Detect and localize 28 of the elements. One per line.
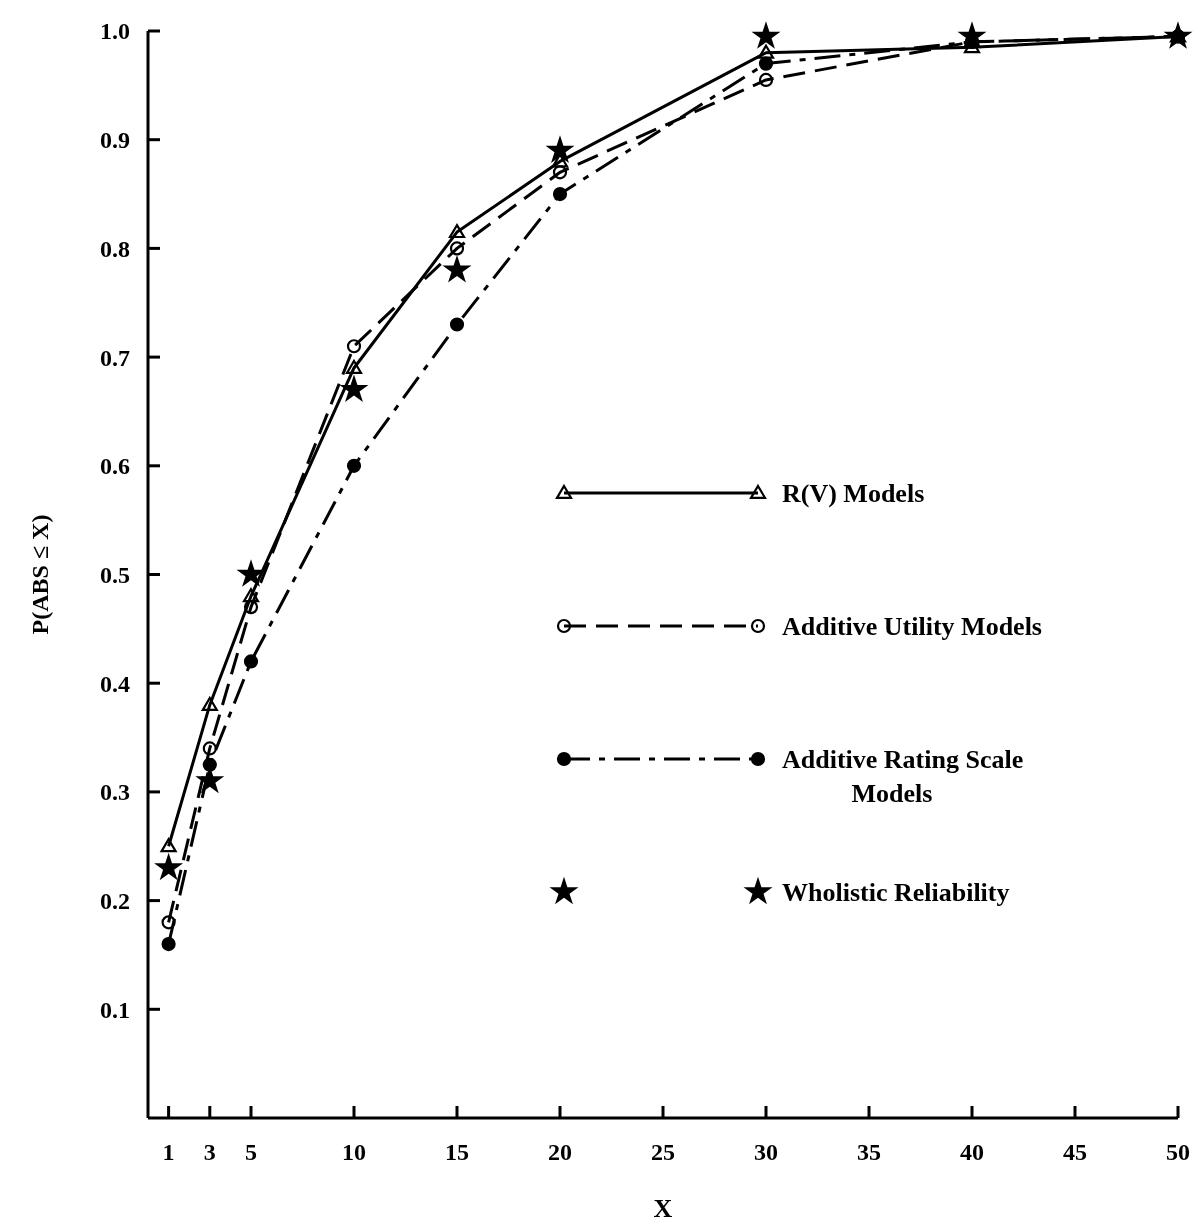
legend-label: R(V) Models [782,479,925,509]
x-tick-label: 30 [754,1139,778,1165]
legend-label: Additive Rating Scale Models [782,745,1024,809]
x-tick-label: 1 [162,1139,175,1165]
x-tick-label: 15 [445,1139,469,1165]
y-tick-label: 0.6 [100,453,130,480]
x-tick-label: 45 [1063,1139,1087,1165]
y-tick-label: 0.4 [100,670,130,697]
legend-label: Additive Utility Models [782,612,1042,642]
y-axis-title: P(ABS ≤ X) [27,514,53,635]
y-tick-label: 0.3 [100,779,130,806]
y-tick-label: 0.9 [100,127,130,154]
y-tick-label: 0.5 [100,561,130,588]
y-tick-label: 0.1 [100,996,130,1023]
y-tick-label: 1.0 [100,18,130,45]
y-tick-label: 0.2 [100,888,130,914]
legend-label: Wholistic Reliability [782,878,1010,908]
y-tick-label: 0.7 [100,344,130,371]
x-tick-label: 20 [548,1139,572,1165]
x-tick-label: 5 [245,1139,257,1165]
x-tick-label: 3 [203,1139,216,1165]
x-tick-label: 50 [1166,1139,1190,1165]
y-tick-label: 0.8 [100,235,130,262]
x-tick-label: 35 [857,1139,881,1165]
x-tick-label: 40 [960,1139,984,1165]
x-axis-title: X [653,1194,673,1223]
x-tick-label: 25 [651,1139,675,1165]
x-tick-label: 10 [342,1139,366,1165]
